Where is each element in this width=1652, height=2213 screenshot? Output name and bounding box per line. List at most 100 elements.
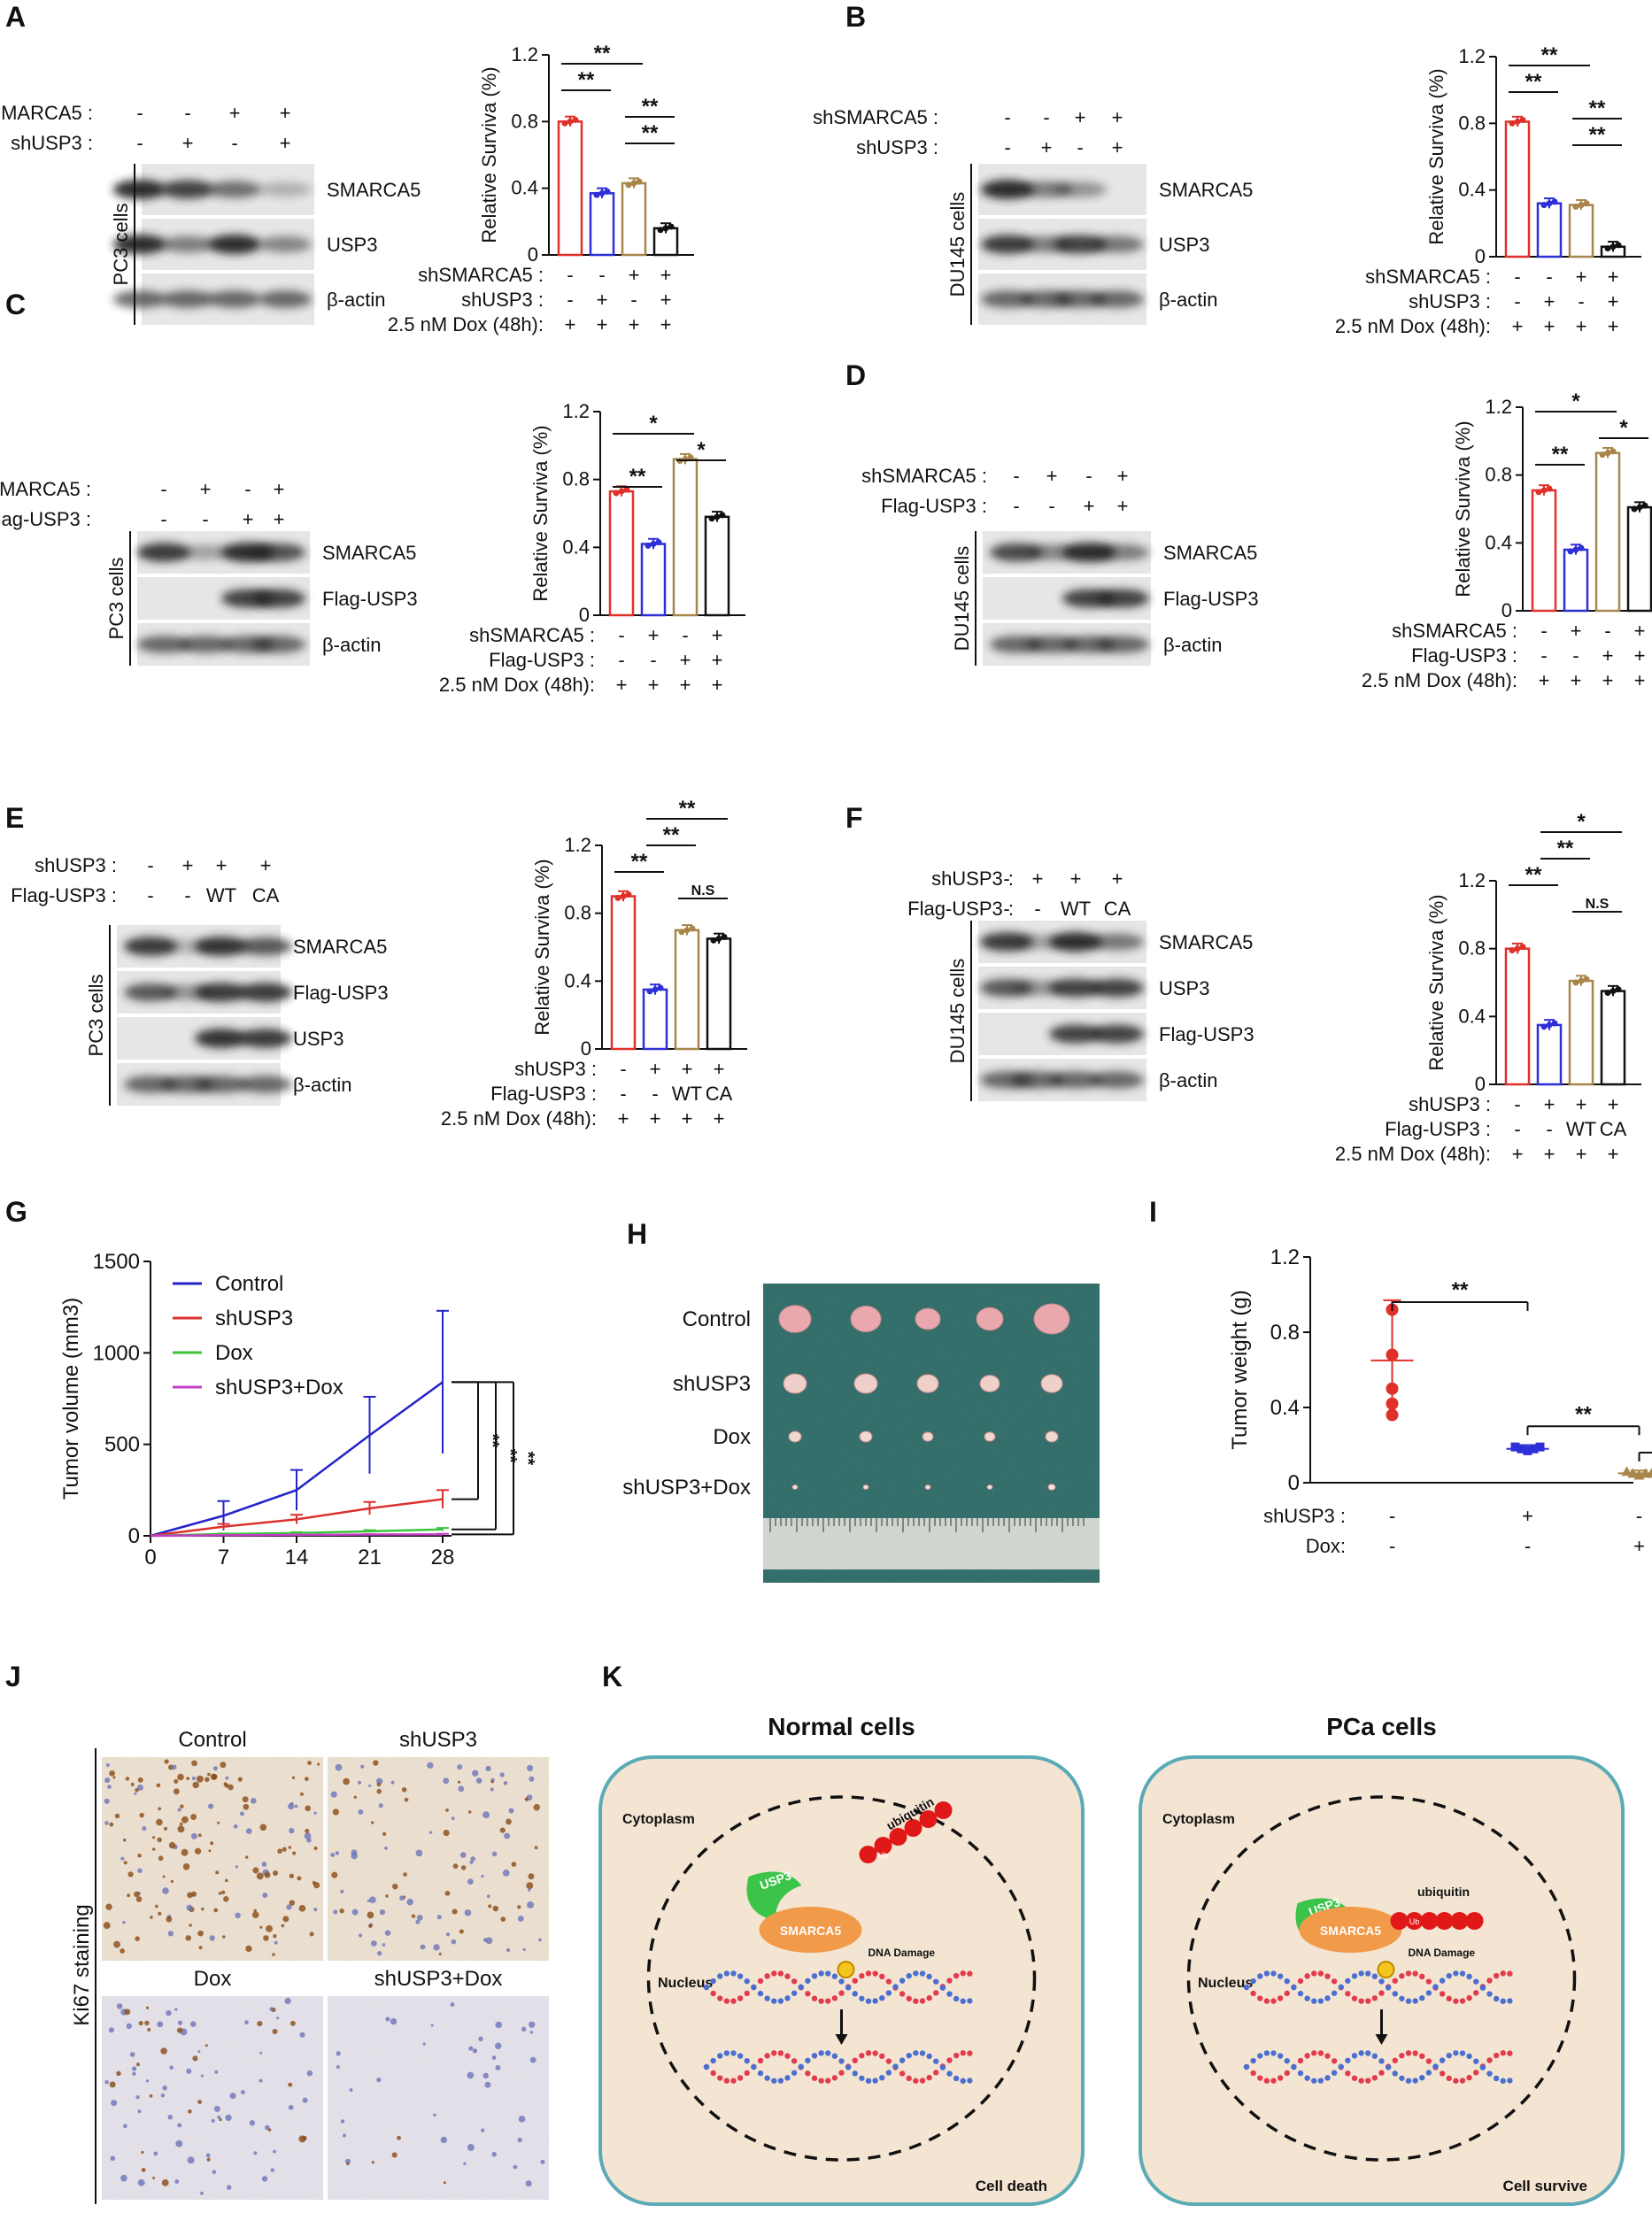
nucleus-dot (281, 1924, 285, 1928)
nucleus-dot (138, 2021, 143, 2026)
dna-strand (1297, 1978, 1304, 1985)
nucleus-dot (331, 1871, 338, 1878)
dna-strand (1446, 2052, 1452, 2059)
condition-label: shUSP3 : (514, 1058, 597, 1080)
dna-strand (933, 1990, 939, 1996)
data-point (662, 225, 669, 232)
dna-strand (1358, 2050, 1364, 2056)
dna-strand (885, 1978, 892, 1985)
bar (1536, 1023, 1563, 1086)
condition-value: - (1546, 1118, 1552, 1140)
nucleus-dot (384, 1846, 389, 1850)
nucleus-dot (168, 1841, 176, 1849)
data-point (1604, 245, 1611, 252)
data-point (614, 894, 621, 901)
dna-strand (798, 2063, 804, 2070)
condition-value: + (1539, 669, 1550, 691)
significance-label: * (1577, 810, 1586, 834)
western-blot-A: shSMARCA5 : - - + + shUSP3 : - + - + SMARCA5 USP3 β-… (0, 102, 421, 325)
dna-strand (1270, 2078, 1277, 2084)
dna-strand (1412, 2078, 1418, 2084)
nucleus-dot (200, 2074, 204, 2078)
dna-strand (717, 1973, 723, 1979)
data-point (561, 120, 568, 127)
blot-condition-value: - (231, 132, 237, 154)
dna-strand (1500, 2050, 1506, 2056)
data-point (1567, 548, 1574, 555)
data-point (572, 116, 579, 123)
nucleus-dot (524, 1797, 529, 1801)
dna-strand (757, 1978, 764, 1985)
dna-strand (1486, 1991, 1493, 1997)
tumor (778, 1305, 812, 1333)
nucleus-dot (212, 1774, 218, 1780)
panel-letter-K: K (602, 1661, 622, 1693)
condition-value: - (567, 264, 573, 286)
dna-strand (933, 2058, 939, 2064)
dna-strand (1378, 2070, 1385, 2076)
dna-strand (1419, 2053, 1425, 2060)
condition-label: shUSP3 : (461, 289, 544, 311)
nucleus-dot (190, 1814, 197, 1821)
panel-letter-H: H (627, 1218, 647, 1250)
tumor (976, 1307, 1004, 1331)
blot-condition-value: - (147, 884, 153, 906)
nucleus-dot (237, 1777, 243, 1782)
nucleus-dot (113, 1940, 120, 1948)
dna-strand (1277, 2075, 1284, 2081)
ub-label: Ub (1409, 1917, 1420, 1926)
nucleus-dot (513, 2164, 518, 2170)
blot-band (195, 1029, 248, 1048)
data-point (683, 927, 691, 934)
condition-label: shSMARCA5 : (418, 264, 544, 286)
y-axis-label: Relative Surviva (%) (478, 66, 500, 243)
nucleus-dot (150, 1916, 153, 1919)
panel-letter-I: I (1149, 1196, 1157, 1228)
dna-strand (967, 1998, 973, 2004)
nucleus-dot (129, 2052, 135, 2057)
blot-condition-value: WT (206, 884, 236, 906)
ubiquitin-label: ubiquitin (1417, 1885, 1470, 1899)
nucleus-dot (104, 1777, 111, 1784)
nucleus-dot (335, 1763, 343, 1771)
nucleus-dot (212, 1766, 218, 1771)
nucleus-dot (244, 1855, 249, 1859)
nucleus-dot (525, 2180, 532, 2187)
blot-condition-value: - (147, 854, 153, 876)
nucleus-dot (187, 1892, 193, 1899)
dna-strand (1311, 2050, 1317, 2056)
data-point (657, 227, 664, 234)
condition-value: + (1608, 266, 1619, 288)
nucleus-dot (229, 2093, 236, 2100)
nucleus-dot (179, 1822, 183, 1826)
nucleus-dot (109, 2081, 116, 2088)
condition-value: + (1633, 1535, 1645, 1557)
bar (704, 515, 730, 617)
dna-strand (717, 1995, 723, 2001)
schematic-left: Normal cellsCytoplasmNucleusUSP3SMARCA5u… (598, 1713, 1085, 2206)
dna-strand (1317, 2050, 1324, 2056)
nucleus-dot (253, 2151, 258, 2155)
blot-band-label: Flag-USP3 (1159, 1023, 1254, 1045)
nucleus-dot (137, 1777, 143, 1783)
condition-value: WT (1566, 1118, 1596, 1140)
nucleus-dot (289, 1827, 295, 1834)
nucleus-label: Nucleus (1198, 1976, 1253, 1991)
blot-condition-value: - (1077, 136, 1083, 158)
dna-strand (939, 1985, 946, 1991)
nucleus-dot (224, 1783, 229, 1788)
nucleus-dot (306, 1838, 312, 1843)
y-tick-label: 1.2 (564, 834, 591, 856)
nucleus-dot (134, 1891, 140, 1898)
data-point (630, 180, 637, 187)
blot-condition-label: Flag-USP3 : (907, 898, 1014, 920)
blot-band (252, 636, 305, 653)
y-tick-label: 1.2 (562, 400, 590, 422)
significance-label: ** (1525, 70, 1542, 94)
significance-label: ** (1541, 43, 1558, 67)
nucleus-dot (299, 1792, 304, 1796)
dna-strand (764, 1995, 770, 2001)
condition-value: + (629, 264, 640, 286)
nucleus-dot (445, 1808, 449, 1812)
condition-value: + (714, 1107, 725, 1130)
